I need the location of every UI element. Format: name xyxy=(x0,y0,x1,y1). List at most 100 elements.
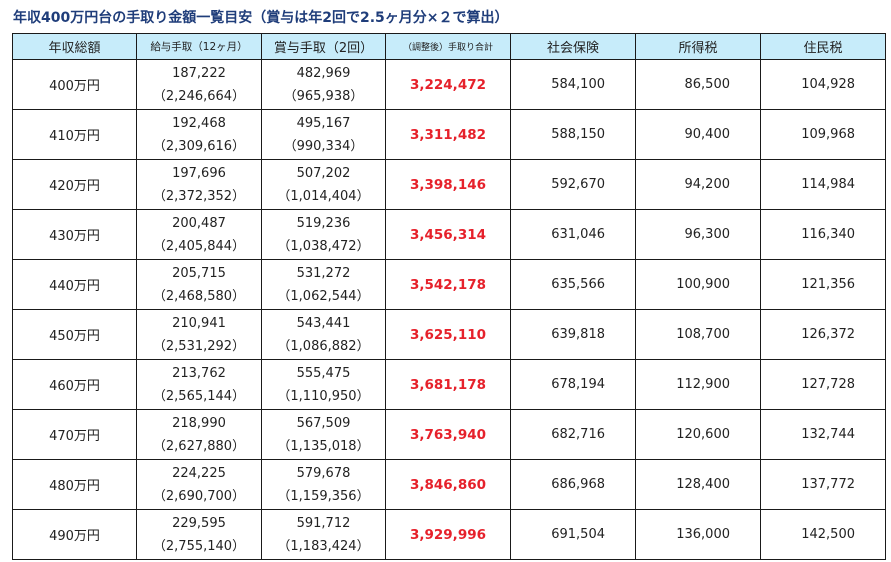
cell-social: 592,670 xyxy=(510,159,636,210)
cell-resident-tax: 142,500 xyxy=(760,509,886,560)
cell-monthly: 187,222 （2,246,664） xyxy=(136,59,262,110)
cell-monthly-annual: （2,531,292） xyxy=(152,338,246,354)
cell-monthly: 205,715 （2,468,580） xyxy=(136,259,262,310)
cell-bonus-value: 543,441 xyxy=(296,315,351,331)
cell-monthly-value: 197,696 xyxy=(172,165,226,181)
header-bonus: 賞与手取（2回） xyxy=(261,33,386,60)
cell-social: 639,818 xyxy=(510,309,636,360)
cell-monthly-annual: （2,468,580） xyxy=(152,288,246,304)
cell-income: 410万円 xyxy=(12,109,137,160)
cell-monthly: 213,762 （2,565,144） xyxy=(136,359,262,410)
cell-income: 460万円 xyxy=(12,359,137,410)
header-resident-tax: 住民税 xyxy=(760,33,886,60)
cell-monthly-value: 187,222 xyxy=(172,65,226,81)
cell-net-total: 3,681,178 xyxy=(385,359,511,410)
cell-monthly-value: 213,762 xyxy=(172,365,226,381)
cell-bonus-value: 579,678 xyxy=(296,465,351,481)
cell-monthly-annual: （2,755,140） xyxy=(152,538,246,554)
cell-resident-tax: 114,984 xyxy=(760,159,886,210)
table-row: 460万円 213,762 （2,565,144） 555,475 （1,110,950… xyxy=(12,359,886,410)
cell-bonus: 591,712 （1,183,424） xyxy=(261,509,386,560)
cell-income-tax: 120,600 xyxy=(635,409,761,460)
cell-bonus-annual: （1,062,544） xyxy=(277,288,370,304)
cell-monthly-annual: （2,246,664） xyxy=(152,88,246,104)
table-row: 470万円 218,990 （2,627,880） 567,509 （1,135,018… xyxy=(12,409,886,460)
cell-monthly-annual: （2,372,352） xyxy=(152,188,246,204)
cell-bonus: 531,272 （1,062,544） xyxy=(261,259,386,310)
cell-bonus-annual: （990,334） xyxy=(283,138,364,154)
cell-social: 584,100 xyxy=(510,59,636,110)
cell-income: 430万円 xyxy=(12,209,137,260)
cell-monthly: 218,990 （2,627,880） xyxy=(136,409,262,460)
cell-bonus-annual: （1,038,472） xyxy=(277,238,370,254)
cell-monthly: 229,595 （2,755,140） xyxy=(136,509,262,560)
cell-bonus-annual: （1,014,404） xyxy=(277,188,370,204)
cell-social: 691,504 xyxy=(510,509,636,560)
cell-resident-tax: 126,372 xyxy=(760,309,886,360)
cell-monthly-value: 224,225 xyxy=(172,465,226,481)
cell-bonus: 543,441 （1,086,882） xyxy=(261,309,386,360)
cell-bonus-value: 495,167 xyxy=(296,115,351,131)
cell-income: 420万円 xyxy=(12,159,137,210)
cell-net-total: 3,846,860 xyxy=(385,459,511,510)
cell-bonus: 579,678 （1,159,356） xyxy=(261,459,386,510)
cell-bonus-annual: （1,135,018） xyxy=(277,438,370,454)
cell-income-tax: 86,500 xyxy=(635,59,761,110)
cell-monthly-value: 205,715 xyxy=(172,265,226,281)
table-row: 490万円 229,595 （2,755,140） 591,712 （1,183,424… xyxy=(12,509,886,560)
cell-net-total: 3,763,940 xyxy=(385,409,511,460)
cell-net-total: 3,542,178 xyxy=(385,259,511,310)
header-income: 年収総額 xyxy=(12,33,137,60)
cell-income-tax: 94,200 xyxy=(635,159,761,210)
table-body: 400万円 187,222 （2,246,664） 482,969 （965,938） 3… xyxy=(12,59,886,560)
cell-monthly-value: 210,941 xyxy=(172,315,226,331)
cell-bonus-value: 482,969 xyxy=(296,65,351,81)
cell-monthly-annual: （2,405,844） xyxy=(152,238,246,254)
table-row: 440万円 205,715 （2,468,580） 531,272 （1,062,544… xyxy=(12,259,886,310)
cell-monthly-value: 229,595 xyxy=(172,515,226,531)
table-row: 420万円 197,696 （2,372,352） 507,202 （1,014,404… xyxy=(12,159,886,210)
cell-income-tax: 112,900 xyxy=(635,359,761,410)
cell-bonus-annual: （1,183,424） xyxy=(277,538,370,554)
cell-resident-tax: 132,744 xyxy=(760,409,886,460)
table-row: 450万円 210,941 （2,531,292） 543,441 （1,086,882… xyxy=(12,309,886,360)
cell-social: 631,046 xyxy=(510,209,636,260)
cell-net-total: 3,929,996 xyxy=(385,509,511,560)
cell-resident-tax: 104,928 xyxy=(760,59,886,110)
cell-bonus-value: 567,509 xyxy=(296,415,351,431)
header-monthly: 給与手取（12ヶ月） xyxy=(136,33,262,60)
cell-net-total: 3,224,472 xyxy=(385,59,511,110)
cell-income: 440万円 xyxy=(12,259,137,310)
cell-bonus-value: 555,475 xyxy=(296,365,351,381)
cell-monthly-value: 192,468 xyxy=(172,115,226,131)
cell-monthly: 192,468 （2,309,616） xyxy=(136,109,262,160)
cell-net-total: 3,625,110 xyxy=(385,309,511,360)
cell-monthly-annual: （2,690,700） xyxy=(152,488,246,504)
cell-income: 450万円 xyxy=(12,309,137,360)
cell-net-total: 3,311,482 xyxy=(385,109,511,160)
cell-net-total: 3,398,146 xyxy=(385,159,511,210)
cell-monthly: 197,696 （2,372,352） xyxy=(136,159,262,210)
cell-bonus-value: 519,236 xyxy=(296,215,351,231)
cell-social: 588,150 xyxy=(510,109,636,160)
cell-bonus-value: 591,712 xyxy=(296,515,351,531)
cell-income-tax: 128,400 xyxy=(635,459,761,510)
cell-monthly-annual: （2,627,880） xyxy=(152,438,246,454)
header-income-tax: 所得税 xyxy=(635,33,761,60)
cell-social: 682,716 xyxy=(510,409,636,460)
header-social: 社会保険 xyxy=(510,33,636,60)
table-row: 430万円 200,487 （2,405,844） 519,236 （1,038,472… xyxy=(12,209,886,260)
cell-income-tax: 96,300 xyxy=(635,209,761,260)
take-home-table: 年収総額 給与手取（12ヶ月） 賞与手取（2回） （調整後）手取り合計 社会保険… xyxy=(12,33,886,560)
cell-resident-tax: 109,968 xyxy=(760,109,886,160)
cell-bonus-value: 507,202 xyxy=(296,165,351,181)
cell-bonus: 495,167 （990,334） xyxy=(261,109,386,160)
table-header-row: 年収総額 給与手取（12ヶ月） 賞与手取（2回） （調整後）手取り合計 社会保険… xyxy=(12,33,886,60)
cell-net-total: 3,456,314 xyxy=(385,209,511,260)
table-row: 400万円 187,222 （2,246,664） 482,969 （965,938） 3… xyxy=(12,59,886,110)
cell-resident-tax: 137,772 xyxy=(760,459,886,510)
cell-income: 480万円 xyxy=(12,459,137,510)
cell-monthly: 200,487 （2,405,844） xyxy=(136,209,262,260)
cell-social: 686,968 xyxy=(510,459,636,510)
cell-bonus: 519,236 （1,038,472） xyxy=(261,209,386,260)
